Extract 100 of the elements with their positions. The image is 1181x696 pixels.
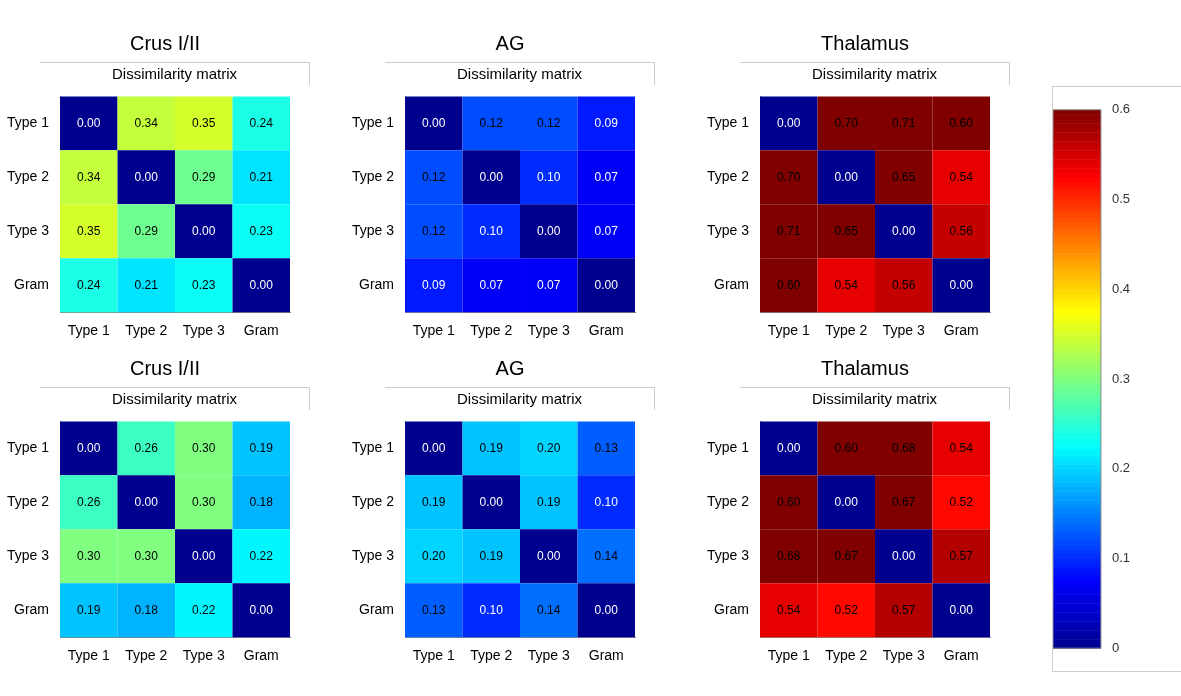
data-label: 0.00 [134, 169, 159, 184]
data-label: 0.00 [949, 602, 974, 617]
data-label: 0.35 [192, 115, 216, 130]
x-tick-label: Type 3 [182, 647, 225, 664]
data-label: 0.54 [834, 277, 859, 292]
y-tick-label: Type 2 [7, 493, 50, 510]
data-label: 0.12 [422, 169, 446, 184]
x-tick-label: Type 1 [67, 322, 110, 339]
y-tick-label: Type 2 [707, 493, 750, 510]
data-label: 0.19 [422, 494, 446, 509]
y-tick-label: Type 3 [7, 547, 50, 564]
data-label: 0.26 [134, 440, 159, 455]
data-label: 0.00 [134, 494, 159, 509]
x-tick-label: Type 1 [767, 647, 810, 664]
data-label: 0.21 [134, 277, 159, 292]
y-tick-label: Type 2 [7, 168, 50, 185]
y-tick-label: Type 1 [352, 114, 395, 131]
data-label: 0.21 [249, 169, 274, 184]
data-label: 0.60 [834, 440, 859, 455]
chart-title: Crus I/II [129, 356, 201, 381]
data-label: 0.10 [594, 494, 619, 509]
data-label: 0.19 [537, 494, 561, 509]
x-tick-label: Gram [588, 647, 624, 664]
y-tick-label: Type 2 [707, 168, 750, 185]
data-label: 0.67 [834, 548, 859, 563]
chart-title: AG [494, 31, 526, 56]
data-label: 0.60 [777, 277, 801, 292]
chart-subtitle: Dissimilarity matrix [385, 387, 655, 410]
y-tick-label: Gram [14, 601, 50, 618]
y-tick-label: Gram [359, 601, 395, 618]
x-tick-label: Gram [588, 322, 624, 339]
data-label: 0.23 [192, 277, 216, 292]
data-label: 0.24 [249, 115, 274, 130]
data-label: 0.56 [892, 277, 916, 292]
data-label: 0.09 [594, 115, 619, 130]
data-label: 0.13 [594, 440, 619, 455]
y-tick-label: Type 3 [7, 222, 50, 239]
chart-title: Thalamus [820, 31, 910, 56]
data-label: 0.67 [892, 494, 916, 509]
data-label: 0.00 [479, 169, 504, 184]
data-label: 0.29 [134, 223, 159, 238]
chart-subtitle: Dissimilarity matrix [40, 62, 310, 85]
data-label: 0.20 [422, 548, 446, 563]
data-label: 0.00 [249, 277, 274, 292]
data-label: 0.20 [537, 440, 561, 455]
data-label: 0.13 [422, 602, 446, 617]
y-tick-label: Type 1 [7, 439, 50, 456]
data-label: 0.10 [479, 602, 504, 617]
data-label: 0.34 [77, 169, 101, 184]
x-tick-label: Gram [943, 322, 979, 339]
x-tick-label: Type 2 [470, 322, 513, 339]
data-label: 0.18 [134, 602, 159, 617]
data-label: 0.54 [777, 602, 801, 617]
data-label: 0.30 [77, 548, 101, 563]
y-tick-label: Gram [14, 276, 50, 293]
data-label: 0.12 [479, 115, 504, 130]
data-label: 0.35 [77, 223, 101, 238]
chart-subtitle: Dissimilarity matrix [40, 387, 310, 410]
data-label: 0.00 [77, 440, 101, 455]
y-tick-label: Type 3 [707, 547, 750, 564]
data-label: 0.07 [537, 277, 561, 292]
data-label: 0.14 [594, 548, 619, 563]
x-tick-label: Type 2 [825, 647, 868, 664]
data-label: 0.52 [949, 494, 974, 509]
data-label: 0.10 [479, 223, 504, 238]
data-label: 0.00 [537, 223, 561, 238]
data-label: 0.00 [892, 548, 916, 563]
data-label: 0.12 [422, 223, 446, 238]
x-tick-label: Gram [943, 647, 979, 664]
x-tick-label: Type 1 [412, 647, 455, 664]
y-tick-label: Type 1 [7, 114, 50, 131]
color-bar-label: 0.4 [1111, 280, 1131, 296]
x-tick-label: Gram [243, 647, 279, 664]
data-label: 0.00 [949, 277, 974, 292]
data-label: 0.24 [77, 277, 101, 292]
y-tick-label: Type 1 [707, 439, 750, 456]
data-label: 0.22 [249, 548, 274, 563]
y-tick-label: Type 3 [352, 222, 395, 239]
data-label: 0.00 [834, 494, 859, 509]
data-label: 0.19 [249, 440, 274, 455]
y-tick-label: Type 1 [352, 439, 395, 456]
data-label: 0.00 [594, 277, 619, 292]
data-label: 0.60 [949, 115, 974, 130]
x-tick-label: Type 3 [882, 322, 925, 339]
data-label: 0.71 [892, 115, 916, 130]
x-tick-label: Type 2 [825, 322, 868, 339]
data-label: 0.00 [192, 223, 216, 238]
data-label: 0.00 [249, 602, 274, 617]
x-tick-label: Type 3 [182, 322, 225, 339]
color-bar-label: 0.3 [1111, 370, 1131, 386]
color-bar-label: 0.2 [1111, 460, 1131, 476]
data-label: 0.68 [892, 440, 916, 455]
data-label: 0.54 [949, 169, 974, 184]
data-label: 0.00 [594, 602, 619, 617]
y-tick-label: Type 3 [352, 547, 395, 564]
data-label: 0.65 [892, 169, 916, 184]
color-bar-label: 0.1 [1111, 550, 1131, 566]
chart-title: AG [494, 356, 526, 381]
data-label: 0.07 [594, 169, 619, 184]
chart-subtitle: Dissimilarity matrix [740, 387, 1010, 410]
